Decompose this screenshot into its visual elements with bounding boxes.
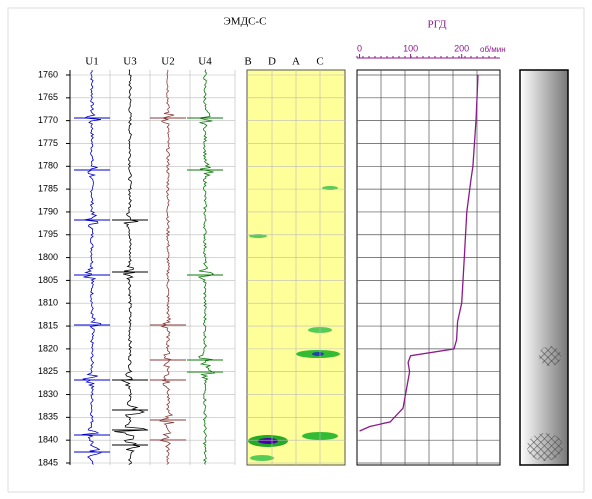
rgd-unit: об/мин [480, 45, 506, 54]
anomaly [312, 352, 324, 356]
trace-label: U4 [198, 56, 212, 68]
depth-label: 1840 [38, 435, 58, 445]
rgd-tick-label: 200 [454, 43, 469, 53]
waveform [82, 69, 102, 465]
depth-label: 1825 [38, 366, 58, 376]
channel-label: C [316, 56, 323, 68]
channel-label: B [244, 56, 251, 68]
depth-label: 1790 [38, 206, 58, 216]
rgd-track [356, 69, 501, 466]
depth-label: 1810 [38, 298, 58, 308]
depth-label: 1835 [38, 412, 58, 422]
rgd-line [359, 74, 479, 432]
depth-label: 1800 [38, 252, 58, 262]
depth-label: 1785 [38, 183, 58, 193]
depth-label: 1760 [38, 69, 58, 79]
depth-label: 1780 [38, 161, 58, 171]
rgd-title: РГД [427, 19, 447, 31]
trace-label: U3 [123, 56, 137, 68]
depth-label: 1805 [38, 275, 58, 285]
depth-label: 1820 [38, 343, 58, 353]
anomaly [250, 455, 274, 461]
rgd-tick-label: 0 [357, 43, 362, 53]
depth-label: 1845 [38, 457, 58, 467]
waveform [114, 69, 148, 465]
depth-label: 1830 [38, 389, 58, 399]
trace-label: U2 [161, 56, 174, 68]
waveform [197, 69, 216, 465]
anomaly [258, 438, 278, 444]
depth-label: 1770 [38, 115, 58, 125]
depth-label: 1815 [38, 320, 58, 330]
hatch [539, 346, 561, 366]
rgd-tick-label: 100 [403, 43, 418, 53]
trace-label: U1 [85, 56, 98, 68]
depth-label: 1765 [38, 92, 58, 102]
hatch [527, 433, 563, 461]
lithology-column [519, 69, 569, 466]
channel-label: A [292, 56, 300, 68]
tracks [246, 69, 569, 466]
depth-label: 1775 [38, 138, 58, 148]
channel-label: D [268, 56, 276, 68]
frame [7, 7, 585, 493]
waveform [159, 69, 175, 465]
chart-title: ЭМДС-С [224, 16, 267, 28]
depth-label: 1795 [38, 229, 58, 239]
